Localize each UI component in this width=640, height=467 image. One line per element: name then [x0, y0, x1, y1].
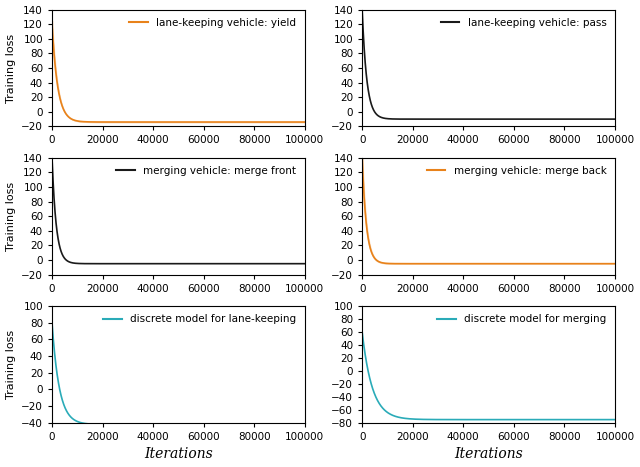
- X-axis label: Iterations: Iterations: [144, 447, 212, 461]
- Legend: lane-keeping vehicle: pass: lane-keeping vehicle: pass: [438, 15, 610, 31]
- Y-axis label: Training loss: Training loss: [6, 330, 15, 399]
- Legend: discrete model for lane-keeping: discrete model for lane-keeping: [100, 311, 300, 327]
- Y-axis label: Training loss: Training loss: [6, 34, 15, 103]
- Legend: discrete model for merging: discrete model for merging: [434, 311, 610, 327]
- X-axis label: Iterations: Iterations: [454, 447, 523, 461]
- Legend: merging vehicle: merge back: merging vehicle: merge back: [424, 163, 610, 179]
- Legend: merging vehicle: merge front: merging vehicle: merge front: [113, 163, 300, 179]
- Y-axis label: Training loss: Training loss: [6, 182, 15, 251]
- Legend: lane-keeping vehicle: yield: lane-keeping vehicle: yield: [126, 15, 300, 31]
